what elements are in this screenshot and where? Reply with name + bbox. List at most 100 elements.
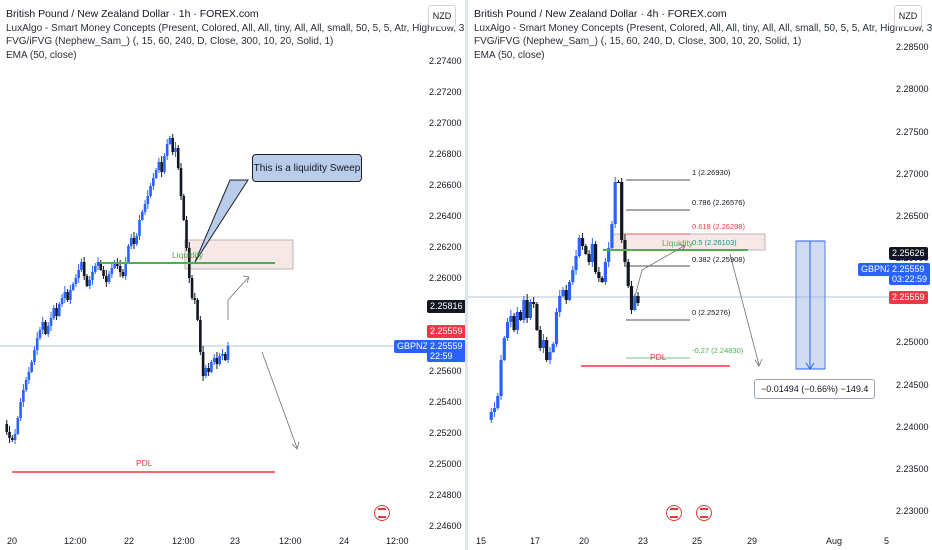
candle-body xyxy=(99,262,103,270)
y-tick: 2.24600 xyxy=(429,521,462,531)
fib-level-0[interactable]: 0 (2.25276) xyxy=(692,308,731,317)
chart-canvas-1h[interactable] xyxy=(0,0,465,550)
candle-body xyxy=(124,262,127,276)
candle-body xyxy=(46,326,50,334)
candle-body xyxy=(132,238,136,244)
chart-panel-4h[interactable]: British Pound / New Zealand Dollar · 4h … xyxy=(468,0,932,550)
candle-body xyxy=(60,298,64,304)
projection-arrow-down xyxy=(261,351,298,449)
arrow-head xyxy=(242,275,250,284)
candle-body xyxy=(140,212,144,220)
liquidity-sweep-callout[interactable]: This is a liquidity Sweep xyxy=(252,154,362,182)
candle-body xyxy=(77,270,80,278)
x-tick: Aug xyxy=(826,536,843,546)
candle-body xyxy=(91,272,94,280)
indicator-ema[interactable]: EMA (50, close) xyxy=(6,49,77,61)
indicator-fvg[interactable]: FVG/iFVG (Nephew_Sam_) (, 15, 60, 240, D… xyxy=(474,36,802,47)
x-tick: 29 xyxy=(747,536,758,546)
y-tick: 2.26800 xyxy=(429,149,462,159)
candle-body xyxy=(30,362,33,372)
candle-body xyxy=(10,438,14,440)
fib-level-1[interactable]: 1 (2.26930) xyxy=(692,168,731,177)
candle-body xyxy=(88,280,92,286)
x-tick: 22 xyxy=(124,536,135,546)
y-tick: 2.27000 xyxy=(429,118,462,128)
x-tick: 20 xyxy=(7,536,18,546)
fib-level-neg027[interactable]: -0.27 (2.24830) xyxy=(692,346,744,355)
indicator-luxalgo[interactable]: LuxAlgo - Smart Money Concepts (Present,… xyxy=(474,22,932,34)
symbol-price: 2.25559 xyxy=(430,341,463,351)
candle-body xyxy=(215,358,219,364)
candle-body xyxy=(210,362,213,372)
fib-level-0786[interactable]: 0.786 (2.26576) xyxy=(692,198,745,207)
candle-body xyxy=(610,224,614,248)
candle-body xyxy=(55,308,58,316)
x-tick: 24 xyxy=(339,536,350,546)
x-tick: 20 xyxy=(579,536,590,546)
x-tick: 12:00 xyxy=(279,536,302,546)
candle-body xyxy=(505,322,510,338)
candle-body xyxy=(176,148,180,168)
arrow-head xyxy=(805,362,815,370)
candle-body xyxy=(196,300,199,320)
candle-body xyxy=(85,276,89,286)
panel-divider[interactable] xyxy=(465,0,468,550)
candle-body xyxy=(154,170,158,178)
candle-body xyxy=(143,204,147,212)
candle-body xyxy=(157,162,161,170)
fib-level-0618[interactable]: 0.618 (2.26298) xyxy=(692,222,745,231)
chart-legend: British Pound / New Zealand Dollar · 1h … xyxy=(6,8,465,62)
symbol-title[interactable]: British Pound / New Zealand Dollar · 1h … xyxy=(6,8,259,20)
candle-body xyxy=(548,352,552,360)
candle-body xyxy=(567,282,572,300)
x-tick: 12:00 xyxy=(386,536,409,546)
candle-body xyxy=(204,368,208,376)
candle-body xyxy=(519,312,523,320)
candle-body xyxy=(193,298,197,300)
tradingview-red-logo-icon xyxy=(666,505,682,521)
x-tick: 17 xyxy=(530,536,541,546)
candle-body xyxy=(190,278,194,298)
price-tag-dark: 2.25816 xyxy=(427,300,465,313)
symbol-title[interactable]: British Pound / New Zealand Dollar · 4h … xyxy=(474,8,727,20)
indicator-luxalgo[interactable]: LuxAlgo - Smart Money Concepts (Present,… xyxy=(6,22,465,34)
price-range-measure-label[interactable]: −0.01494 (−0.66%) −149.4 xyxy=(754,379,876,399)
candle-body xyxy=(66,292,69,300)
candle-body xyxy=(629,286,634,310)
tradingview-red-logo-icon xyxy=(374,505,390,521)
chart-panel-1h[interactable]: British Pound / New Zealand Dollar · 1h … xyxy=(0,0,465,550)
currency-button[interactable]: NZD xyxy=(428,5,456,27)
candle-body xyxy=(174,148,177,152)
x-tick: 23 xyxy=(230,536,241,546)
candle-body xyxy=(512,316,516,330)
fib-level-05[interactable]: 0.5 (2.26103) xyxy=(692,238,737,247)
candle-body xyxy=(571,270,575,282)
candle-body xyxy=(33,350,36,362)
time-axis[interactable]: 15 17 20 23 25 29 Aug 5 xyxy=(468,528,893,550)
time-axis[interactable]: 20 12:00 22 12:00 23 12:00 24 12:00 xyxy=(0,528,425,550)
y-tick: 2.25200 xyxy=(429,428,462,438)
candle-body xyxy=(509,316,513,322)
candle-body xyxy=(146,196,150,204)
candle-body xyxy=(49,318,53,326)
indicator-ema[interactable]: EMA (50, close) xyxy=(474,49,545,61)
indicator-fvg[interactable]: FVG/iFVG (Nephew_Sam_) (, 15, 60, 240, D… xyxy=(6,36,334,47)
y-tick: 2.26500 xyxy=(896,211,929,221)
candle-body xyxy=(93,266,97,272)
candle-body xyxy=(82,262,86,276)
candle-body xyxy=(69,290,72,300)
candle-body xyxy=(584,246,588,254)
fib-level-0382[interactable]: 0.382 (2.25908) xyxy=(692,255,745,264)
pdl-label: PDL xyxy=(136,458,153,468)
candle-body xyxy=(226,346,230,360)
candle-body xyxy=(201,352,205,376)
y-tick: 2.26600 xyxy=(429,180,462,190)
y-tick: 2.26200 xyxy=(429,242,462,252)
liquidity-label: Liquidity xyxy=(662,238,694,248)
chart-canvas-4h[interactable] xyxy=(468,0,932,550)
candle-body xyxy=(564,290,568,300)
candle-body xyxy=(165,144,169,156)
currency-button[interactable]: NZD xyxy=(894,5,922,27)
candle-body xyxy=(489,412,493,420)
candle-body xyxy=(38,330,42,338)
